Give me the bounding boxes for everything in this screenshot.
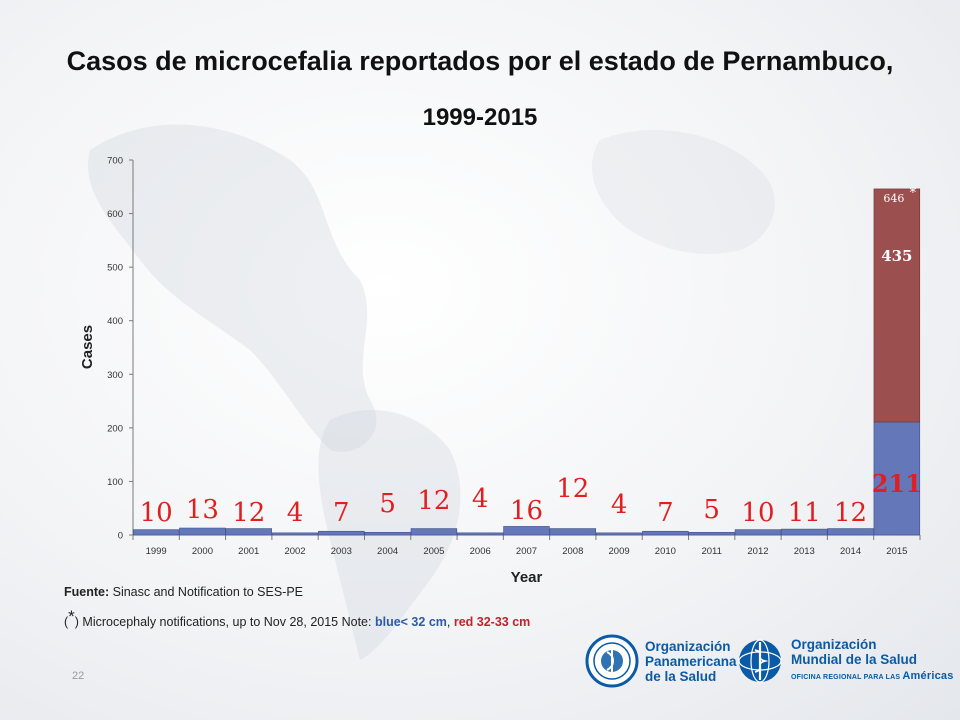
data-label: 12 [834, 498, 867, 528]
x-axis-title: Year [511, 569, 543, 586]
source-text: Sinasc and Notification to SES-PE [109, 585, 303, 599]
bar-blue [734, 529, 782, 536]
x-tick-label: 2007 [516, 546, 537, 557]
x-tick-label: 2000 [192, 546, 213, 557]
slide-number: 22 [72, 670, 85, 682]
paho-name-line3: de la Salud [645, 668, 717, 684]
data-label: 4 [287, 498, 304, 528]
chart-title-line1: Casos de microcefalia reportados por el … [66, 46, 894, 76]
paho-name-line1: Organización [645, 638, 731, 654]
x-tick-label: 2009 [609, 546, 630, 557]
who-emblem-icon [738, 639, 782, 683]
data-label: 12 [232, 498, 265, 528]
data-label: 5 [379, 489, 396, 519]
bar-blue [781, 528, 828, 536]
bar-blue [132, 529, 180, 536]
x-tick-label: 2010 [655, 546, 676, 557]
x-tick-label: 2013 [794, 546, 815, 557]
bar-blue [456, 532, 504, 536]
who-name-line2: Mundial de la Salud [791, 652, 918, 667]
data-label: 16 [510, 496, 543, 526]
paho-name-line2: Panamericana [645, 653, 737, 669]
y-tick-label: 100 [107, 477, 123, 488]
y-tick-label: 700 [107, 156, 123, 167]
bar-blue [271, 532, 319, 536]
who-name-line1: Organización [791, 637, 877, 652]
data-label: 7 [333, 498, 350, 528]
note-text: ) Microcephaly notifications, up to Nov … [74, 615, 375, 629]
bar-blue [595, 532, 643, 536]
x-tick-label: 2006 [470, 546, 491, 557]
data-label: 10 [140, 498, 173, 528]
source-label: Fuente: [64, 585, 110, 599]
y-tick-label: 0 [118, 531, 123, 542]
y-tick-label: 500 [107, 263, 123, 274]
who-regional-office: OFICINA REGIONAL PARA LAS Américas [791, 669, 954, 685]
legend-blue-text: blue< 32 cm [374, 615, 447, 629]
total-label: 646 [883, 192, 904, 205]
data-label: 4 [472, 484, 489, 514]
y-tick-label: 300 [107, 370, 123, 381]
data-label: 4 [611, 490, 628, 520]
x-tick-label: 2008 [562, 546, 583, 557]
source-footnote: Fuente: Sinasc and Notification to SES-P… [64, 585, 303, 599]
data-label: 10 [741, 498, 774, 528]
x-tick-label: 2014 [840, 546, 861, 557]
data-label: 211 [872, 469, 922, 498]
who-americas: Américas [902, 670, 954, 682]
x-tick-label: 2004 [377, 546, 398, 557]
x-tick-label: 2001 [238, 546, 259, 557]
bar-blue [318, 530, 365, 536]
paho-logo: Organización Panamericana de la Salud [585, 632, 737, 690]
bar-blue [688, 532, 735, 536]
x-tick-label: 2015 [886, 546, 907, 557]
data-label: 11 [788, 498, 821, 528]
chart-title-line2: 1999-2015 [422, 104, 538, 131]
bar-blue [549, 528, 597, 536]
y-tick-label: 600 [107, 209, 123, 220]
notification-footnote: (*) Microcephaly notifications, up to No… [64, 607, 531, 631]
x-tick-label: 2005 [423, 546, 444, 557]
x-tick-label: 1999 [146, 546, 167, 557]
x-tick-label: 2003 [331, 546, 352, 557]
note-separator: , [446, 615, 454, 629]
data-label: 7 [657, 498, 674, 528]
bar-blue [410, 528, 458, 536]
y-axis-title: Cases [79, 325, 96, 369]
bar-blue [642, 530, 689, 536]
x-tick-label: 2002 [284, 546, 305, 557]
bar-blue [225, 528, 272, 536]
who-logo: Organización Mundial de la Salud OFICINA… [735, 632, 954, 690]
bar-red [873, 188, 921, 423]
y-tick-label: 400 [107, 316, 123, 327]
data-label: 12 [417, 486, 450, 516]
data-label: 13 [186, 495, 219, 525]
bar-blue [364, 532, 411, 536]
y-tick-label: 200 [107, 423, 123, 434]
stack-label-red: 435 [881, 247, 912, 265]
data-label: 5 [703, 495, 720, 525]
x-tick-label: 2011 [701, 546, 721, 557]
bar-blue [827, 528, 874, 536]
paho-emblem-icon [585, 634, 639, 688]
x-tick-label: 2012 [747, 546, 768, 557]
bar-blue [873, 421, 921, 536]
data-label: 12 [556, 474, 589, 504]
total-asterisk: * [910, 186, 917, 201]
bar-blue [503, 526, 550, 536]
note-open: ( [64, 615, 69, 629]
who-sub-text: OFICINA REGIONAL PARA LAS [791, 674, 901, 681]
legend-red-text: red 32-33 cm [453, 615, 531, 629]
note-asterisk: * [68, 607, 75, 626]
bar-blue [179, 527, 226, 536]
